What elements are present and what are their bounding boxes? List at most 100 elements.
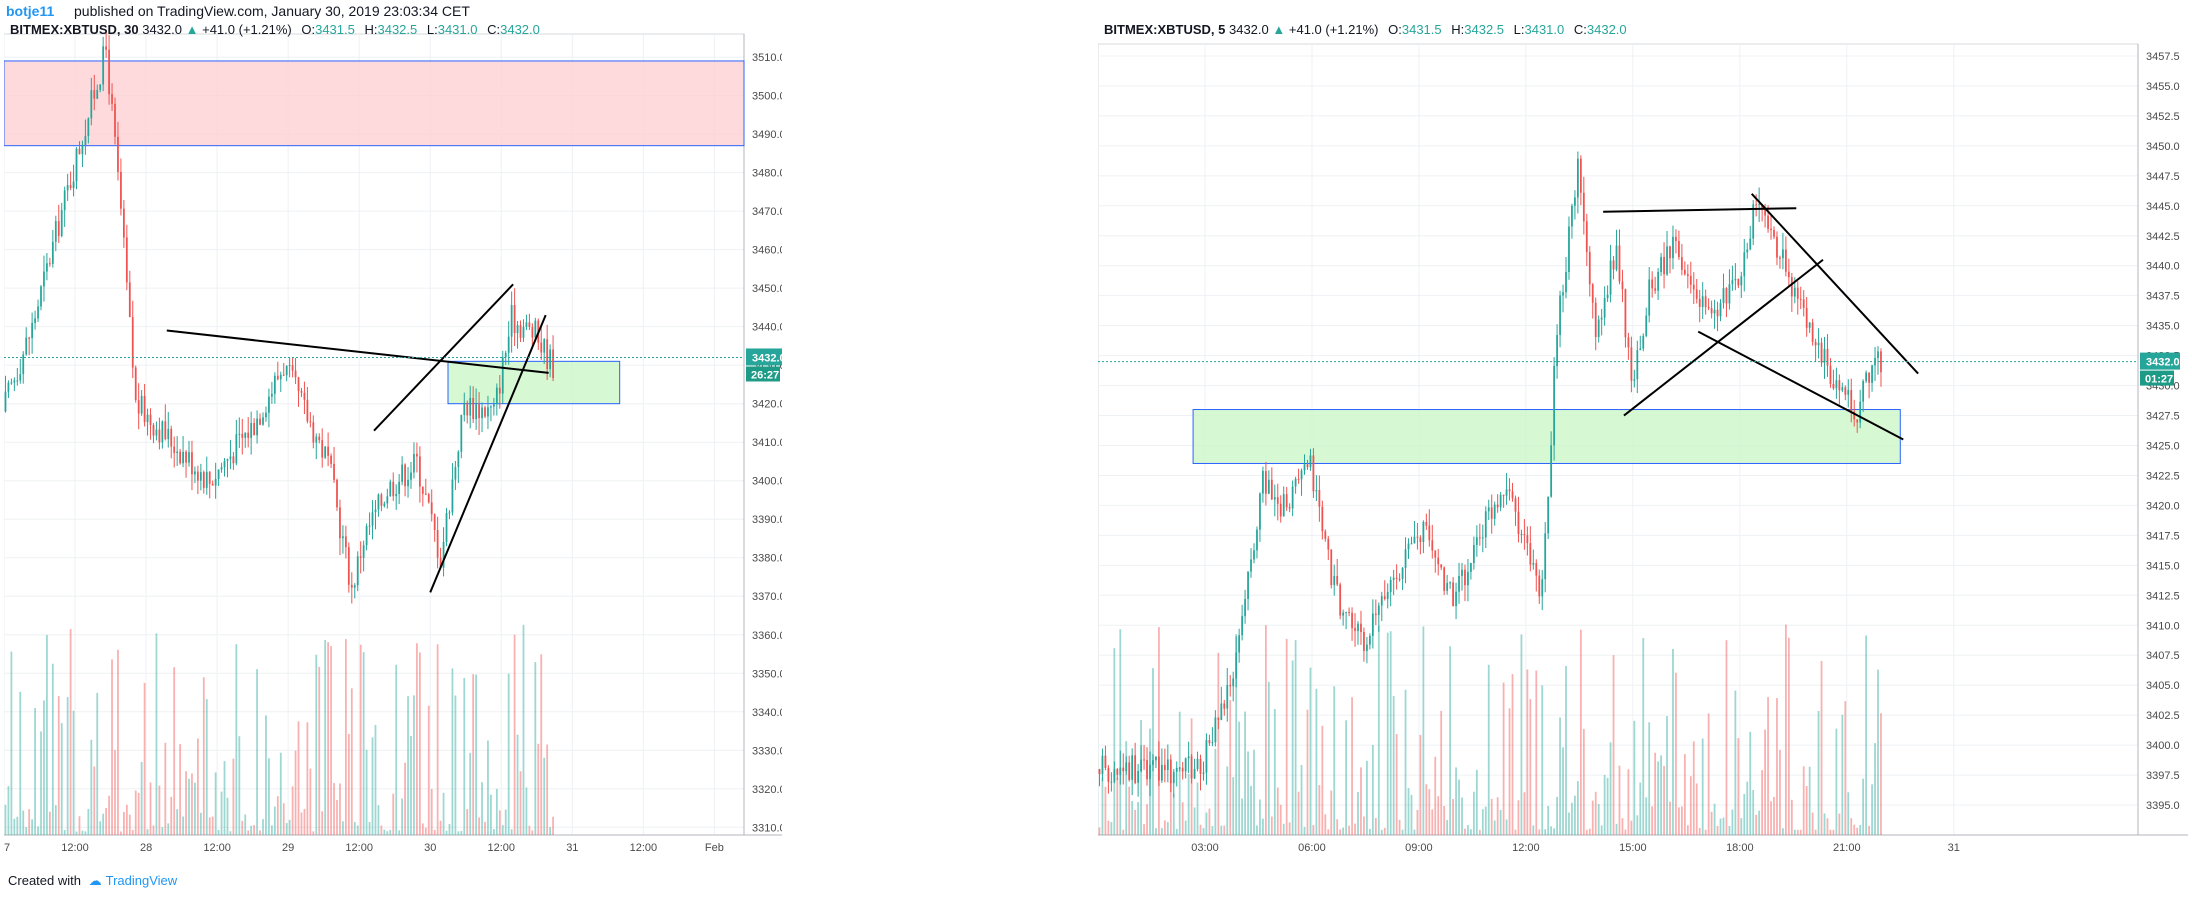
legend-high: 3432.5 — [377, 22, 418, 37]
candle-body — [1410, 543, 1413, 545]
created-with-label: Created with — [8, 873, 81, 888]
volume-bar — [1119, 629, 1122, 835]
volume-bar — [93, 766, 96, 835]
candle-body — [327, 446, 330, 456]
author-link[interactable]: botje11 — [6, 3, 55, 19]
candle-body — [1633, 379, 1636, 381]
volume-bar — [315, 654, 318, 835]
volume-bar — [1597, 803, 1600, 835]
volume-bar — [380, 825, 383, 835]
volume-bar — [164, 742, 167, 835]
last-price-tag — [2140, 352, 2180, 370]
candle-body — [430, 502, 433, 515]
volume-bar — [1122, 829, 1125, 835]
last-price-label: 3432.0 — [752, 352, 782, 364]
volume-bar — [339, 783, 341, 835]
volume-bar — [235, 644, 238, 835]
volume-bar — [1704, 829, 1707, 835]
tradingview-logo-icon[interactable]: ☁ — [88, 873, 102, 888]
candle-body — [1817, 342, 1820, 346]
candle-body — [1235, 652, 1238, 679]
candle-body — [1784, 249, 1787, 272]
y-tick-label: 3425.0 — [2146, 440, 2180, 452]
volume-bar — [220, 791, 223, 835]
volume-bar — [528, 825, 531, 835]
volume-bar — [1722, 817, 1725, 835]
volume-bar — [1419, 734, 1422, 835]
volume-bar — [60, 723, 63, 835]
volume-bar — [1291, 660, 1294, 835]
candle-body — [87, 118, 90, 136]
candle-body — [1217, 717, 1220, 720]
y-tick-label: 3440.0 — [2146, 261, 2180, 273]
volume-bar — [1098, 827, 1101, 835]
volume-bar — [1166, 822, 1169, 835]
legend-change: +41.0 (+1.21%) — [202, 22, 292, 37]
candle-body — [1273, 497, 1276, 500]
candle-body — [81, 144, 84, 155]
candle-body — [1568, 226, 1570, 273]
candle-body — [1594, 302, 1597, 338]
candle-body — [185, 451, 187, 463]
volume-bar — [1520, 634, 1523, 835]
candle-body — [1187, 756, 1190, 759]
candle-body — [1232, 678, 1235, 687]
candle-body — [1368, 635, 1371, 645]
candle-body — [466, 402, 469, 416]
candle-body — [1550, 445, 1553, 497]
volume-bar — [1603, 774, 1606, 835]
candle-body — [1172, 771, 1175, 784]
y-tick-label: 3500.0 — [752, 91, 782, 103]
volume-bar — [1645, 797, 1648, 835]
volume-bar — [1776, 698, 1778, 835]
candle-body — [102, 46, 105, 85]
volume-bar — [1841, 714, 1844, 835]
candle-body — [478, 404, 480, 419]
volume-bar — [333, 783, 335, 835]
tradingview-brand[interactable]: TradingView — [105, 873, 178, 888]
candle-body — [1467, 571, 1469, 586]
volume-bar — [1553, 828, 1556, 835]
volume-bar — [1511, 674, 1514, 835]
chart-panel-30m[interactable]: 3310.0 3320.0 3330.0 3340.0 3350.0 3360.0 3370… — [4, 22, 782, 860]
candle-body — [273, 375, 276, 394]
volume-bar — [427, 705, 430, 835]
volume-bar — [1802, 766, 1805, 835]
candle-body — [164, 421, 167, 440]
legend-close: 3432.0 — [500, 22, 540, 37]
candle-body — [1755, 204, 1758, 206]
volume-bar — [288, 819, 291, 835]
legend-high: 3432.5 — [1464, 22, 1505, 37]
candle-body — [1149, 764, 1151, 780]
candle-body — [1565, 272, 1567, 293]
volume-bar — [1208, 808, 1211, 835]
plot-area — [4, 33, 745, 836]
candle-body — [1523, 534, 1526, 536]
volume-bar — [297, 721, 300, 835]
candle-body — [1250, 559, 1252, 572]
volume-bar — [1823, 813, 1826, 835]
candle-body — [1758, 204, 1761, 206]
candle-body — [1859, 401, 1862, 423]
volume-bar — [244, 814, 247, 835]
trendline — [1697, 330, 1904, 441]
candle-body — [495, 387, 498, 405]
candle-body — [339, 507, 341, 539]
chart-panel-5m[interactable]: 3395.0 3397.5 3400.0 3402.5 3405.0 3407.5 3410… — [1098, 22, 2188, 860]
volume-bar — [1579, 629, 1582, 835]
candle-body — [179, 451, 182, 464]
candle-body — [1710, 308, 1713, 314]
candle-body — [1808, 322, 1811, 328]
candle-body — [232, 456, 235, 464]
candle-body — [1713, 309, 1716, 314]
volume-bar — [472, 674, 475, 835]
volume-bar — [1422, 626, 1425, 835]
volume-bar — [1181, 802, 1184, 835]
volume-bar — [1107, 820, 1110, 835]
volume-bar — [1523, 792, 1526, 835]
candle-body — [1291, 486, 1294, 509]
chart-canvas-30m[interactable]: 3310.0 3320.0 3330.0 3340.0 3350.0 3360.0 3370… — [4, 22, 782, 860]
volume-bar — [522, 624, 525, 835]
candle-body — [1300, 470, 1303, 480]
chart-canvas-5m[interactable]: 3395.0 3397.5 3400.0 3402.5 3405.0 3407.5 3410… — [1098, 22, 2188, 860]
